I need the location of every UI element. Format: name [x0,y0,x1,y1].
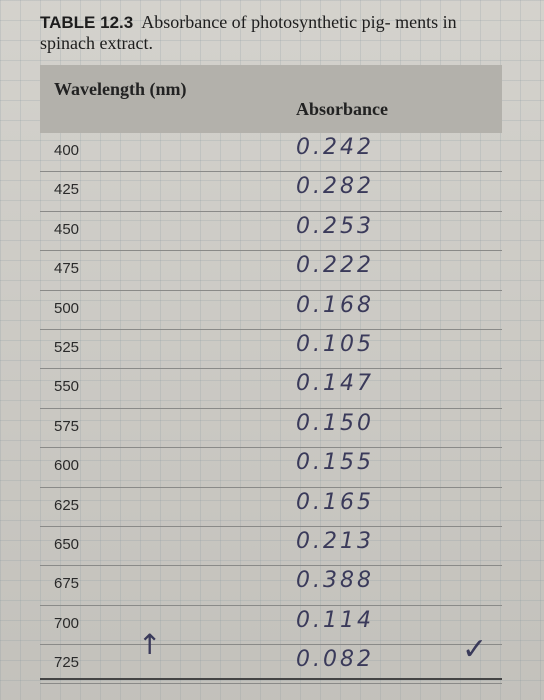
absorbance-cell: 0.150 [296,410,374,436]
absorbance-cell: 0.222 [296,253,374,279]
table-row: 400 0.242 [40,133,502,173]
wavelength-cell: 675 [54,575,80,593]
absorbance-cell: 0.388 [296,568,374,594]
table-row: 450 0.253 [40,212,502,252]
header-absorbance: Absorbance [296,99,389,119]
up-arrow-icon: ↑ [138,628,162,661]
absorbance-cell: 0.082 [296,647,374,673]
header-wavelength: Wavelength (nm) [54,79,187,99]
absorbance-cell: 0.213 [296,528,374,554]
table-body: 400 0.242 425 0.282 450 0.253 475 0.222 500 0.168… [40,133,502,685]
absorbance-table: Wavelength (nm) Absorbance 400 0.242 425 0.… [40,65,502,685]
absorbance-cell: 0.168 [296,292,374,318]
wavelength-cell: 550 [54,378,80,396]
checkmark-icon: ✓ [462,632,488,667]
table-row: 600 0.155 [40,448,502,488]
table-row: 425 0.282 [40,172,502,212]
table-label: TABLE 12.3 [40,13,134,32]
table-bottom-rule [40,678,502,680]
wavelength-cell: 725 [54,654,80,672]
wavelength-cell: 700 [54,614,80,632]
wavelength-cell: 650 [54,535,80,553]
table-row: 625 0.165 [40,488,502,527]
table-row: 650 0.213 [40,527,502,567]
absorbance-cell: 0.147 [296,371,374,397]
absorbance-cell: 0.105 [296,331,374,357]
wavelength-cell: 450 [54,220,80,238]
wavelength-cell: 400 [54,142,80,159]
caption-text: Absorbance of photosynthetic pig- ments … [40,12,457,53]
wavelength-cell: 575 [54,417,80,435]
absorbance-cell: 0.165 [296,489,374,515]
absorbance-cell: 0.155 [296,450,374,476]
table-row: 550 0.147 [40,369,502,409]
table-row: 475 0.222 [40,251,502,291]
table-row: 725 0.082 [40,645,502,685]
absorbance-cell: 0.114 [296,607,374,633]
absorbance-cell: 0.253 [296,213,374,239]
table-header: Wavelength (nm) Absorbance [40,65,502,133]
wavelength-cell: 425 [54,181,80,199]
absorbance-cell: 0.282 [296,174,374,200]
wavelength-cell: 500 [54,299,80,317]
table-caption: TABLE 12.3 Absorbance of photosynthetic p… [40,12,510,54]
table-row: 500 0.168 [40,291,502,330]
table-row: 675 0.388 [40,566,502,606]
wavelength-cell: 625 [54,496,80,514]
wavelength-cell: 475 [54,260,80,278]
table-row: 525 0.105 [40,330,502,370]
table-row: 700 0.114 [40,606,502,646]
wavelength-cell: 525 [54,338,80,356]
absorbance-cell: 0.242 [296,135,374,160]
table-row: 575 0.150 [40,409,502,449]
wavelength-cell: 600 [54,457,80,475]
